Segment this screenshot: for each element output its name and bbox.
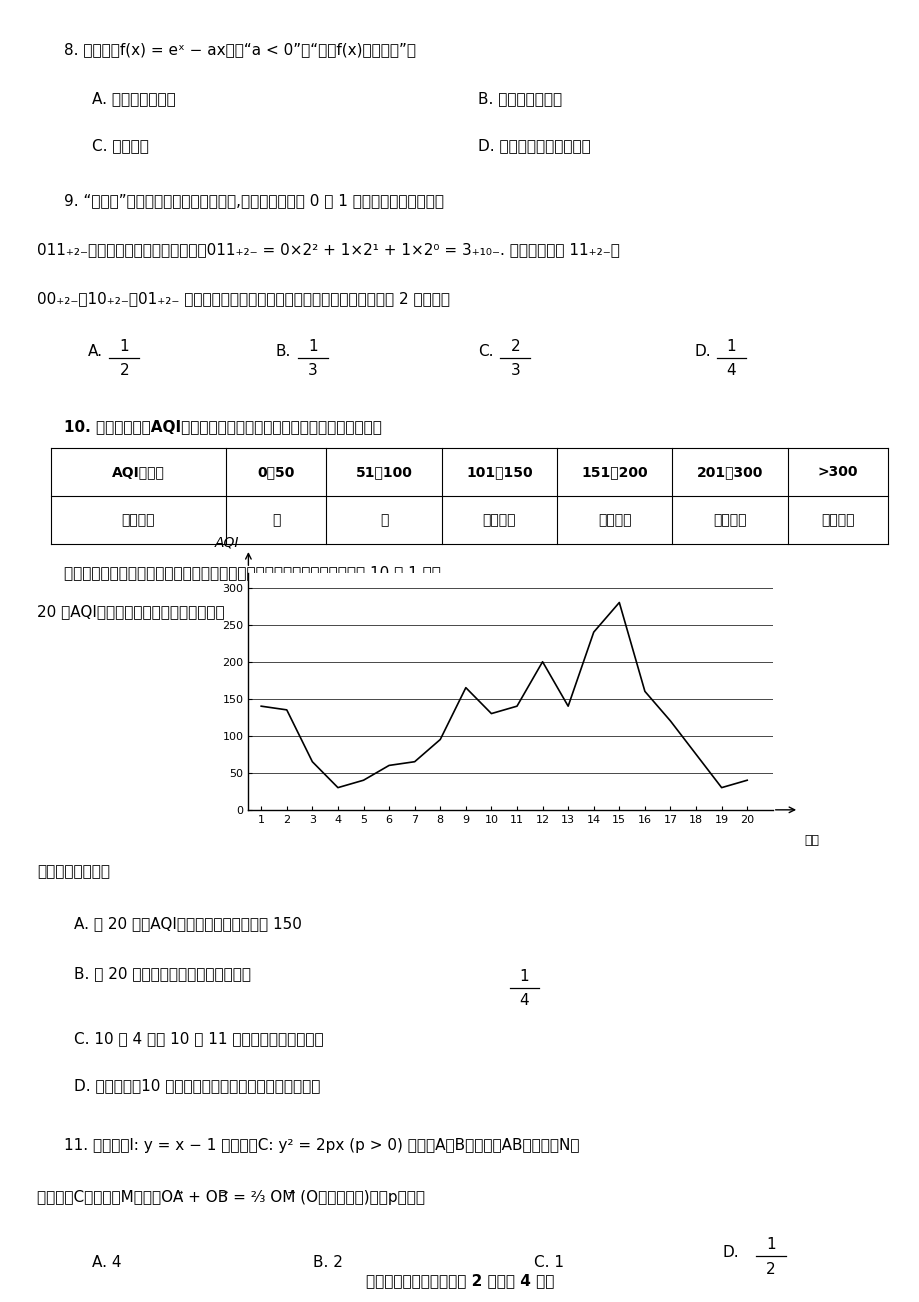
- Text: 0～50: 0～50: [257, 465, 295, 479]
- Text: 2: 2: [510, 339, 519, 354]
- Text: 1: 1: [726, 339, 735, 354]
- Text: C.: C.: [478, 344, 494, 359]
- Text: 51～100: 51～100: [355, 465, 412, 479]
- Text: 1: 1: [766, 1237, 775, 1253]
- Text: 2: 2: [766, 1262, 775, 1277]
- Text: 为监测某化工厂排放废气对周边空气质量指数的影响，某科学兴趣小组测得 10 月 1 日－: 为监测某化工厂排放废气对周边空气质量指数的影响，某科学兴趣小组测得 10 月 1…: [64, 565, 441, 581]
- Text: 重度污染: 重度污染: [712, 513, 746, 527]
- Text: 优: 优: [272, 513, 280, 527]
- Text: 1: 1: [119, 339, 129, 354]
- Text: 且抛物线C上存在点M，使得OA⃗ + OB⃗ = ²⁄₃ OM⃗ (O为坐标原点)，则p的值为: 且抛物线C上存在点M，使得OA⃗ + OB⃗ = ²⁄₃ OM⃗ (O为坐标原点…: [37, 1190, 425, 1206]
- Text: C. 10 月 4 日到 10 月 11 日，空气质量越来越好: C. 10 月 4 日到 10 月 11 日，空气质量越来越好: [74, 1031, 323, 1047]
- Text: D. 既不充分也不必要条件: D. 既不充分也不必要条件: [478, 138, 591, 154]
- Text: AQI: AQI: [215, 535, 240, 549]
- Text: B. 2: B. 2: [312, 1255, 342, 1271]
- Text: 日期: 日期: [803, 833, 819, 846]
- Text: 3: 3: [308, 363, 317, 379]
- Text: 10. 空气质量指数AQI是反映空气质量状况的指数，其对应关系如下表：: 10. 空气质量指数AQI是反映空气质量状况的指数，其对应关系如下表：: [64, 419, 382, 435]
- Text: 11. 已知直线l: y = x − 1 与抛物线C: y² = 2px (p > 0) 相交于A、B两点，若AB的中点为N，: 11. 已知直线l: y = x − 1 与抛物线C: y² = 2px (p …: [64, 1138, 579, 1154]
- Text: D.: D.: [694, 344, 710, 359]
- Text: 2: 2: [119, 363, 129, 379]
- Text: A.: A.: [87, 344, 102, 359]
- Text: 1: 1: [308, 339, 317, 354]
- Text: 1: 1: [519, 969, 528, 984]
- Text: B. 必要不充分条件: B. 必要不充分条件: [478, 91, 562, 107]
- Text: 4: 4: [726, 363, 735, 379]
- Text: D.: D.: [721, 1245, 738, 1260]
- Text: B.: B.: [276, 344, 291, 359]
- Text: 9. “二进制”来源于我国古代的《易经》,二进制数由数字 0 和 1 组成，比如：二进制数: 9. “二进制”来源于我国古代的《易经》,二进制数由数字 0 和 1 组成，比如…: [64, 193, 444, 208]
- Text: C. 充要条件: C. 充要条件: [92, 138, 149, 154]
- Text: 3: 3: [510, 363, 519, 379]
- Text: A. 充分不必要条件: A. 充分不必要条件: [92, 91, 176, 107]
- Text: 下列叙述正确的是: 下列叙述正确的是: [37, 865, 109, 880]
- Text: 011₊₂₋化为十进制的计算公式如下：011₊₂₋ = 0×2² + 1×2¹ + 1×2⁰ = 3₊₁₀₋. 若从二进制数 11₊₂₋、: 011₊₂₋化为十进制的计算公式如下：011₊₂₋ = 0×2² + 1×2¹ …: [37, 242, 619, 258]
- Text: 中度污染: 中度污染: [597, 513, 630, 527]
- Text: >300: >300: [816, 465, 857, 479]
- Text: 201～300: 201～300: [696, 465, 762, 479]
- Text: 00₊₂₋、10₊₂₋、01₊₂₋ 中任选一个数字，则二进制数所对应的十进制数大于 2 的概率为: 00₊₂₋、10₊₂₋、01₊₂₋ 中任选一个数字，则二进制数所对应的十进制数大…: [37, 292, 449, 307]
- Text: 20 日AQI指数的数据并绘成折线图如下：: 20 日AQI指数的数据并绘成折线图如下：: [37, 604, 224, 620]
- Text: 4: 4: [519, 993, 528, 1009]
- Text: A. 这 20 天中AQI指数值的中位数略大于 150: A. 这 20 天中AQI指数值的中位数略大于 150: [74, 917, 301, 932]
- Text: 良: 良: [380, 513, 388, 527]
- Text: 101～150: 101～150: [465, 465, 532, 479]
- Text: C. 1: C. 1: [533, 1255, 563, 1271]
- Text: AQI指数值: AQI指数值: [112, 465, 165, 479]
- Text: 严重污染: 严重污染: [820, 513, 854, 527]
- Text: 8. 已知函数f(x) = eˣ − ax，则“a < 0”是“函数f(x)为增函数”的: 8. 已知函数f(x) = eˣ − ax，则“a < 0”是“函数f(x)为增…: [64, 42, 416, 57]
- Text: 高二数学（文科）试卷第 2 页（共 4 页）: 高二数学（文科）试卷第 2 页（共 4 页）: [366, 1273, 553, 1289]
- Text: B. 这 20 天中的空气质量为优的天数占: B. 这 20 天中的空气质量为优的天数占: [74, 966, 250, 982]
- Text: D. 总体来说，10 月中旬的空气质量比上旬的空气质量好: D. 总体来说，10 月中旬的空气质量比上旬的空气质量好: [74, 1078, 320, 1094]
- Text: 151～200: 151～200: [581, 465, 647, 479]
- Text: 空气质量: 空气质量: [121, 513, 155, 527]
- Text: A. 4: A. 4: [92, 1255, 121, 1271]
- Text: 轻度污染: 轻度污染: [482, 513, 516, 527]
